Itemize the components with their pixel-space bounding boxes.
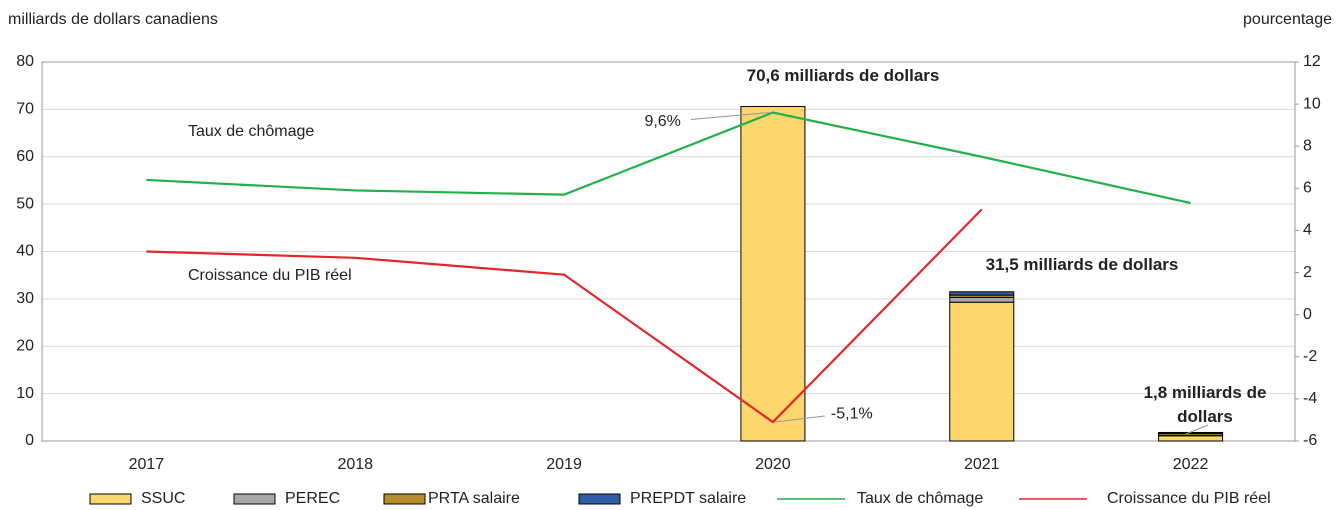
- y-tick-label: 40: [16, 243, 34, 260]
- y-tick-label: 20: [16, 337, 34, 354]
- bar-segment: [949, 301, 1015, 442]
- bar-segment: [1158, 435, 1224, 442]
- y-tick-label: 10: [16, 385, 34, 402]
- bar-segment: [949, 291, 1015, 296]
- y-tick-label: 30: [16, 290, 34, 307]
- legend-label: Croissance du PIB réel: [1107, 490, 1271, 507]
- y2-tick-label: 2: [1303, 264, 1312, 281]
- x-tick-label: 2021: [964, 456, 1000, 473]
- bar-segment: [949, 296, 1015, 303]
- bar-total-annotation: 31,5 milliards de dollars: [985, 255, 1179, 274]
- legend-swatch: [383, 493, 426, 505]
- leader-line: [690, 112, 769, 121]
- bar-total-annotation: 1,8 milliards de dollars: [1143, 383, 1267, 426]
- y2-tick-label: -6: [1303, 432, 1317, 449]
- bar-total-annotation: 70,6 milliards de dollars: [746, 66, 940, 85]
- y-tick-label: 70: [16, 101, 34, 118]
- legend-label: PRTA salaire: [428, 490, 520, 507]
- x-tick-label: 2017: [129, 456, 165, 473]
- y2-tick-label: 8: [1303, 137, 1312, 154]
- y-tick-label: 0: [25, 432, 34, 449]
- series-label: Croissance du PIB réel: [188, 267, 352, 284]
- line-series: [146, 111, 1191, 205]
- x-tick-label: 2022: [1173, 456, 1209, 473]
- legend-label: Taux de chômage: [857, 490, 983, 507]
- y-tick-label: 50: [16, 195, 34, 212]
- y-tick-label: 60: [16, 148, 34, 165]
- y2-tick-label: 10: [1303, 95, 1321, 112]
- line-series: [146, 208, 983, 424]
- legend-label: SSUC: [141, 490, 185, 507]
- leader-line: [1185, 424, 1209, 435]
- y2-tick-label: 0: [1303, 306, 1312, 323]
- y2-tick-label: 12: [1303, 53, 1321, 70]
- legend-swatch: [89, 493, 132, 505]
- plot-frame: [41, 61, 1296, 442]
- y2-tick-label: 4: [1303, 222, 1312, 239]
- bar-segment: [740, 106, 806, 442]
- x-tick-label: 2020: [755, 456, 791, 473]
- value-label: -5,1%: [831, 405, 873, 422]
- y2-axis-label: pourcentage: [1243, 11, 1332, 28]
- x-tick-label: 2019: [546, 456, 582, 473]
- value-label: 9,6%: [644, 113, 680, 130]
- y2-tick-label: 6: [1303, 180, 1312, 197]
- legend-label: PREPDT salaire: [630, 490, 746, 507]
- legend-swatch: [233, 493, 276, 505]
- x-tick-label: 2018: [337, 456, 373, 473]
- legend-swatch: [578, 493, 621, 505]
- y-axis-label: milliards de dollars canadiens: [8, 11, 218, 28]
- y2-tick-label: -2: [1303, 348, 1317, 365]
- legend-label: PEREC: [285, 490, 340, 507]
- series-label: Taux de chômage: [188, 123, 314, 140]
- leader-line: [774, 415, 825, 423]
- y-tick-label: 80: [16, 53, 34, 70]
- y2-tick-label: -4: [1303, 390, 1317, 407]
